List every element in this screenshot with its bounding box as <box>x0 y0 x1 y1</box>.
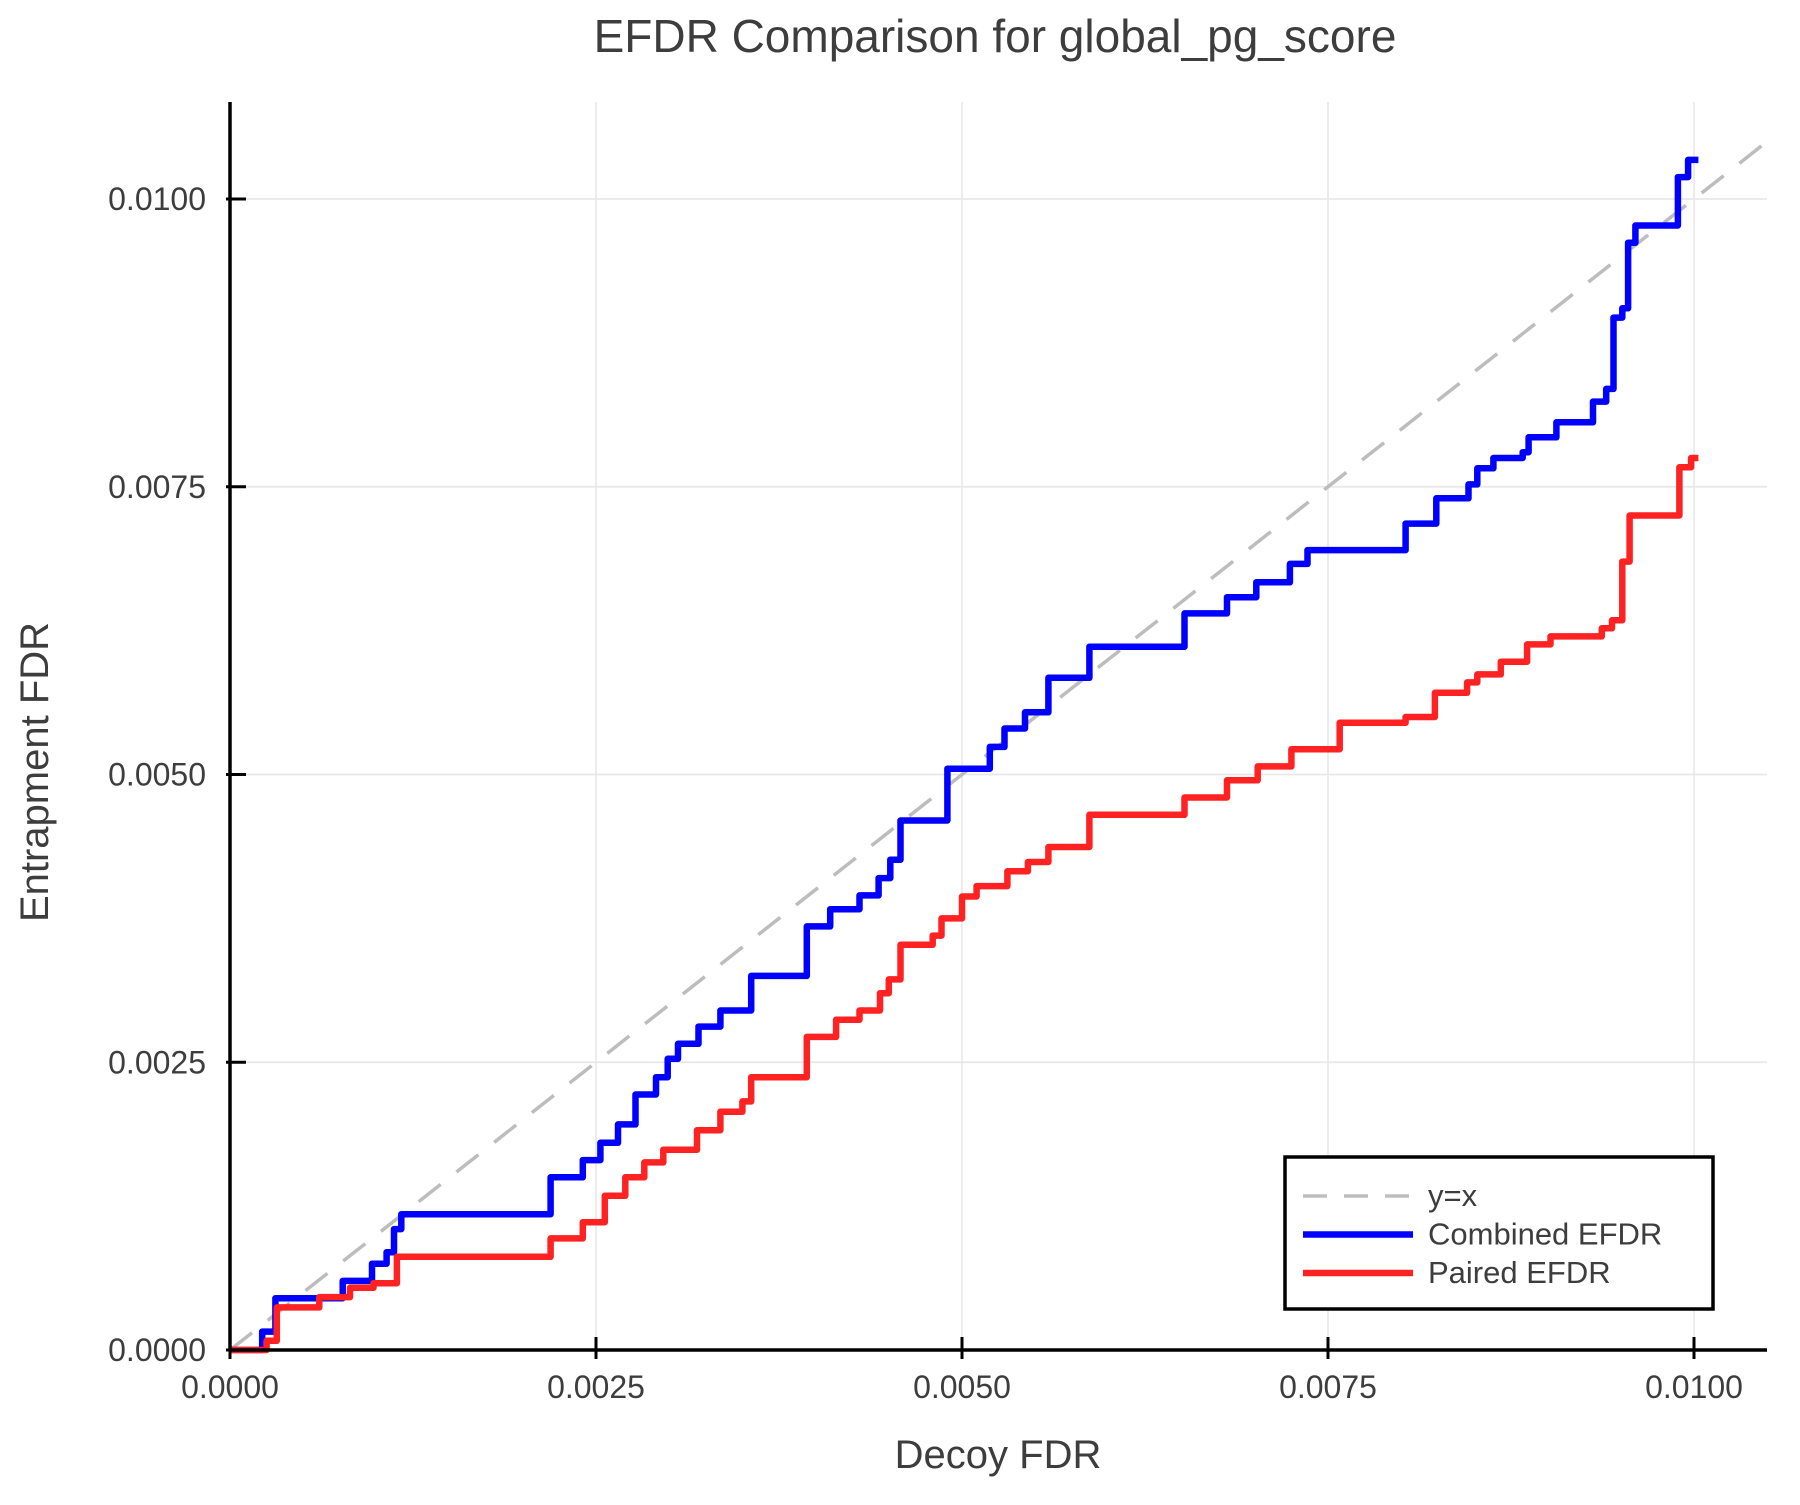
grid-layer <box>230 102 1767 1350</box>
x-tick-label: 0.0025 <box>547 1369 645 1405</box>
legend-label: y=x <box>1428 1178 1478 1213</box>
combined-efdr-line <box>230 156 1699 1354</box>
legend-label: Combined EFDR <box>1428 1217 1662 1252</box>
y-tick-label: 0.0050 <box>108 757 206 793</box>
y-tick-label: 0.0100 <box>108 181 206 217</box>
series-layer <box>230 156 1699 1354</box>
legend-label: Paired EFDR <box>1428 1255 1611 1290</box>
x-tick-label: 0.0075 <box>1279 1369 1377 1405</box>
y-tick-label: 0.0075 <box>108 469 206 505</box>
y-tick-label: 0.0025 <box>108 1044 206 1080</box>
y-axis-label: Entrapment FDR <box>13 622 57 922</box>
axis-layer <box>228 102 1767 1352</box>
tick-layer: 0.0000 0.0025 0.0050 0.0075 0.0100 0.0000 0.00… <box>108 181 1743 1405</box>
x-tick-label: 0.0050 <box>913 1369 1011 1405</box>
x-axis-label: Decoy FDR <box>895 1433 1102 1477</box>
x-tick-label: 0.0000 <box>181 1369 279 1405</box>
paired-efdr-line <box>230 454 1699 1354</box>
x-tick-label: 0.0100 <box>1645 1369 1743 1405</box>
y-tick-label: 0.0000 <box>108 1332 206 1368</box>
chart-title: EFDR Comparison for global_pg_score <box>594 10 1397 62</box>
